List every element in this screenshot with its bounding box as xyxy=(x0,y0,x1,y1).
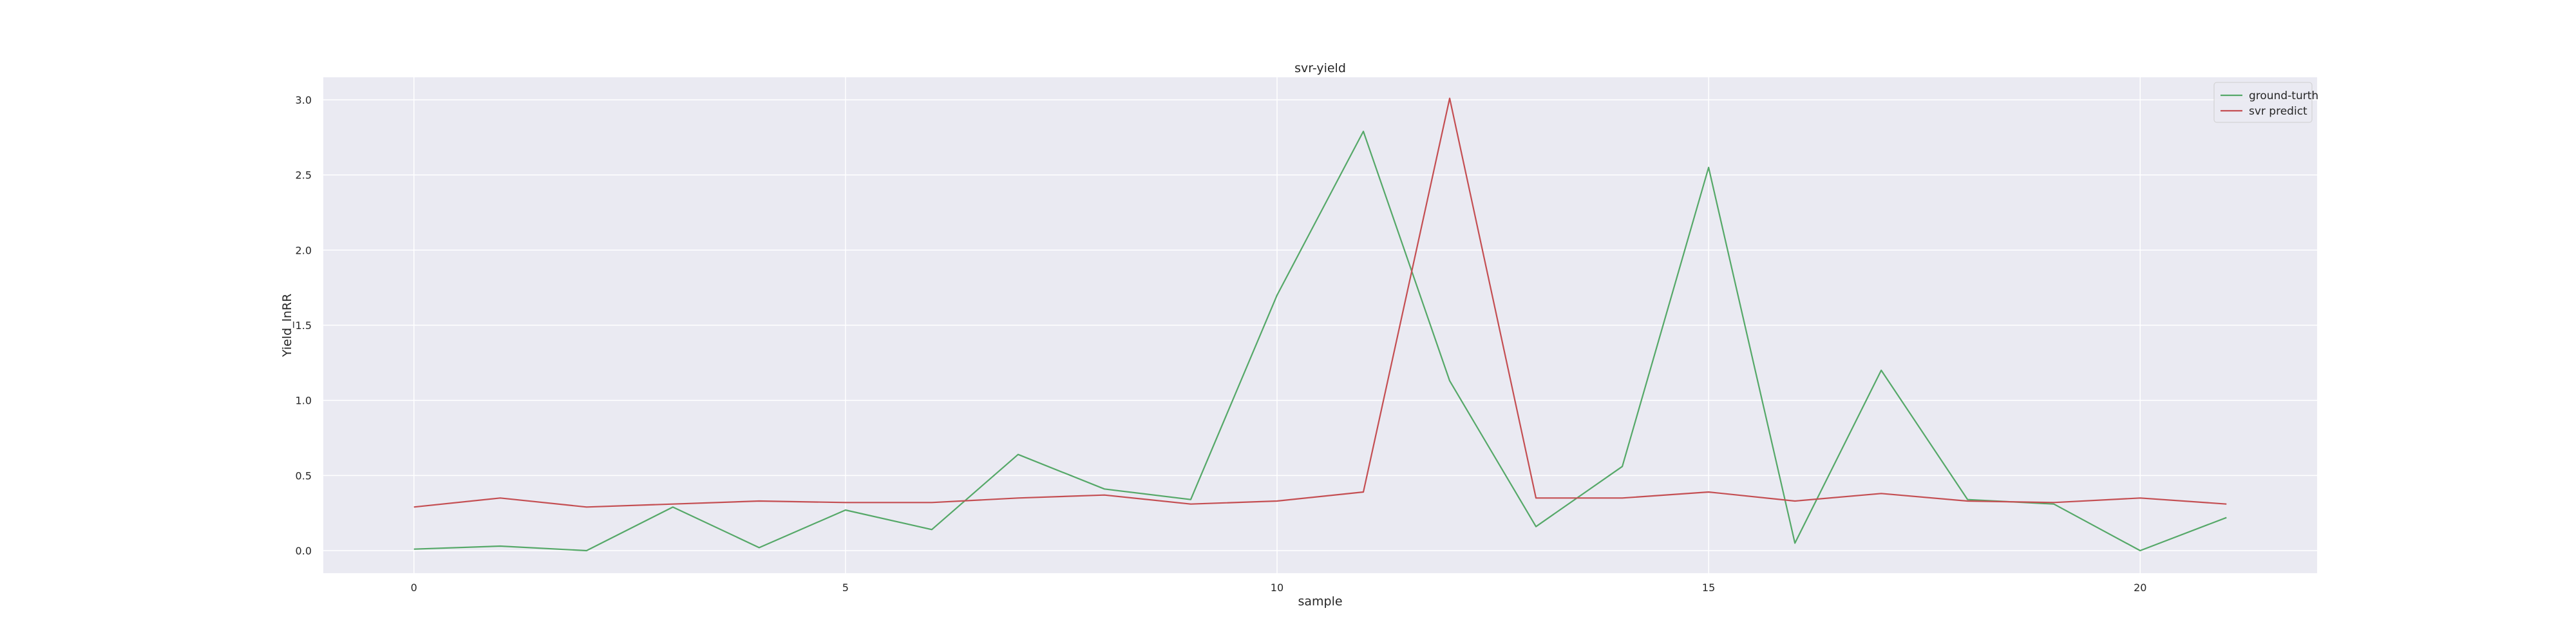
x-tick-label: 0 xyxy=(411,582,417,594)
y-axis-title: Yield_lnRR xyxy=(280,294,294,357)
series-line-svr-predict xyxy=(413,97,2227,508)
y-tick-label: 0.5 xyxy=(296,469,312,482)
x-axis-title: sample xyxy=(1298,594,1342,609)
chart-title: svr-yield xyxy=(1294,61,1346,75)
y-tick-label: 2.0 xyxy=(296,244,312,256)
legend-label: svr predict xyxy=(2249,105,2307,118)
series-lines xyxy=(413,97,2227,552)
legend-box xyxy=(2213,82,2313,123)
legend: ground-turth svr predict xyxy=(2213,82,2318,123)
series-line-ground-turth xyxy=(413,130,2227,552)
grid xyxy=(323,77,2317,573)
x-tick-label: 15 xyxy=(1702,582,1715,594)
legend-label: ground-turth xyxy=(2249,90,2318,102)
x-tick-label: 20 xyxy=(2134,582,2146,594)
y-tick-label: 2.5 xyxy=(296,169,312,182)
y-tick-label: 1.5 xyxy=(296,319,312,332)
y-tick-label: 0.0 xyxy=(296,545,312,557)
x-tick-label: 10 xyxy=(1271,582,1283,594)
x-tick-label: 5 xyxy=(842,582,849,594)
y-tick-label: 3.0 xyxy=(296,94,312,106)
y-tick-label: 1.0 xyxy=(296,395,312,407)
tick-labels: 0 5 10 15 20 0.0 0.5 1.0 1.5 2.0 2.5 3.0 xyxy=(296,94,2147,594)
